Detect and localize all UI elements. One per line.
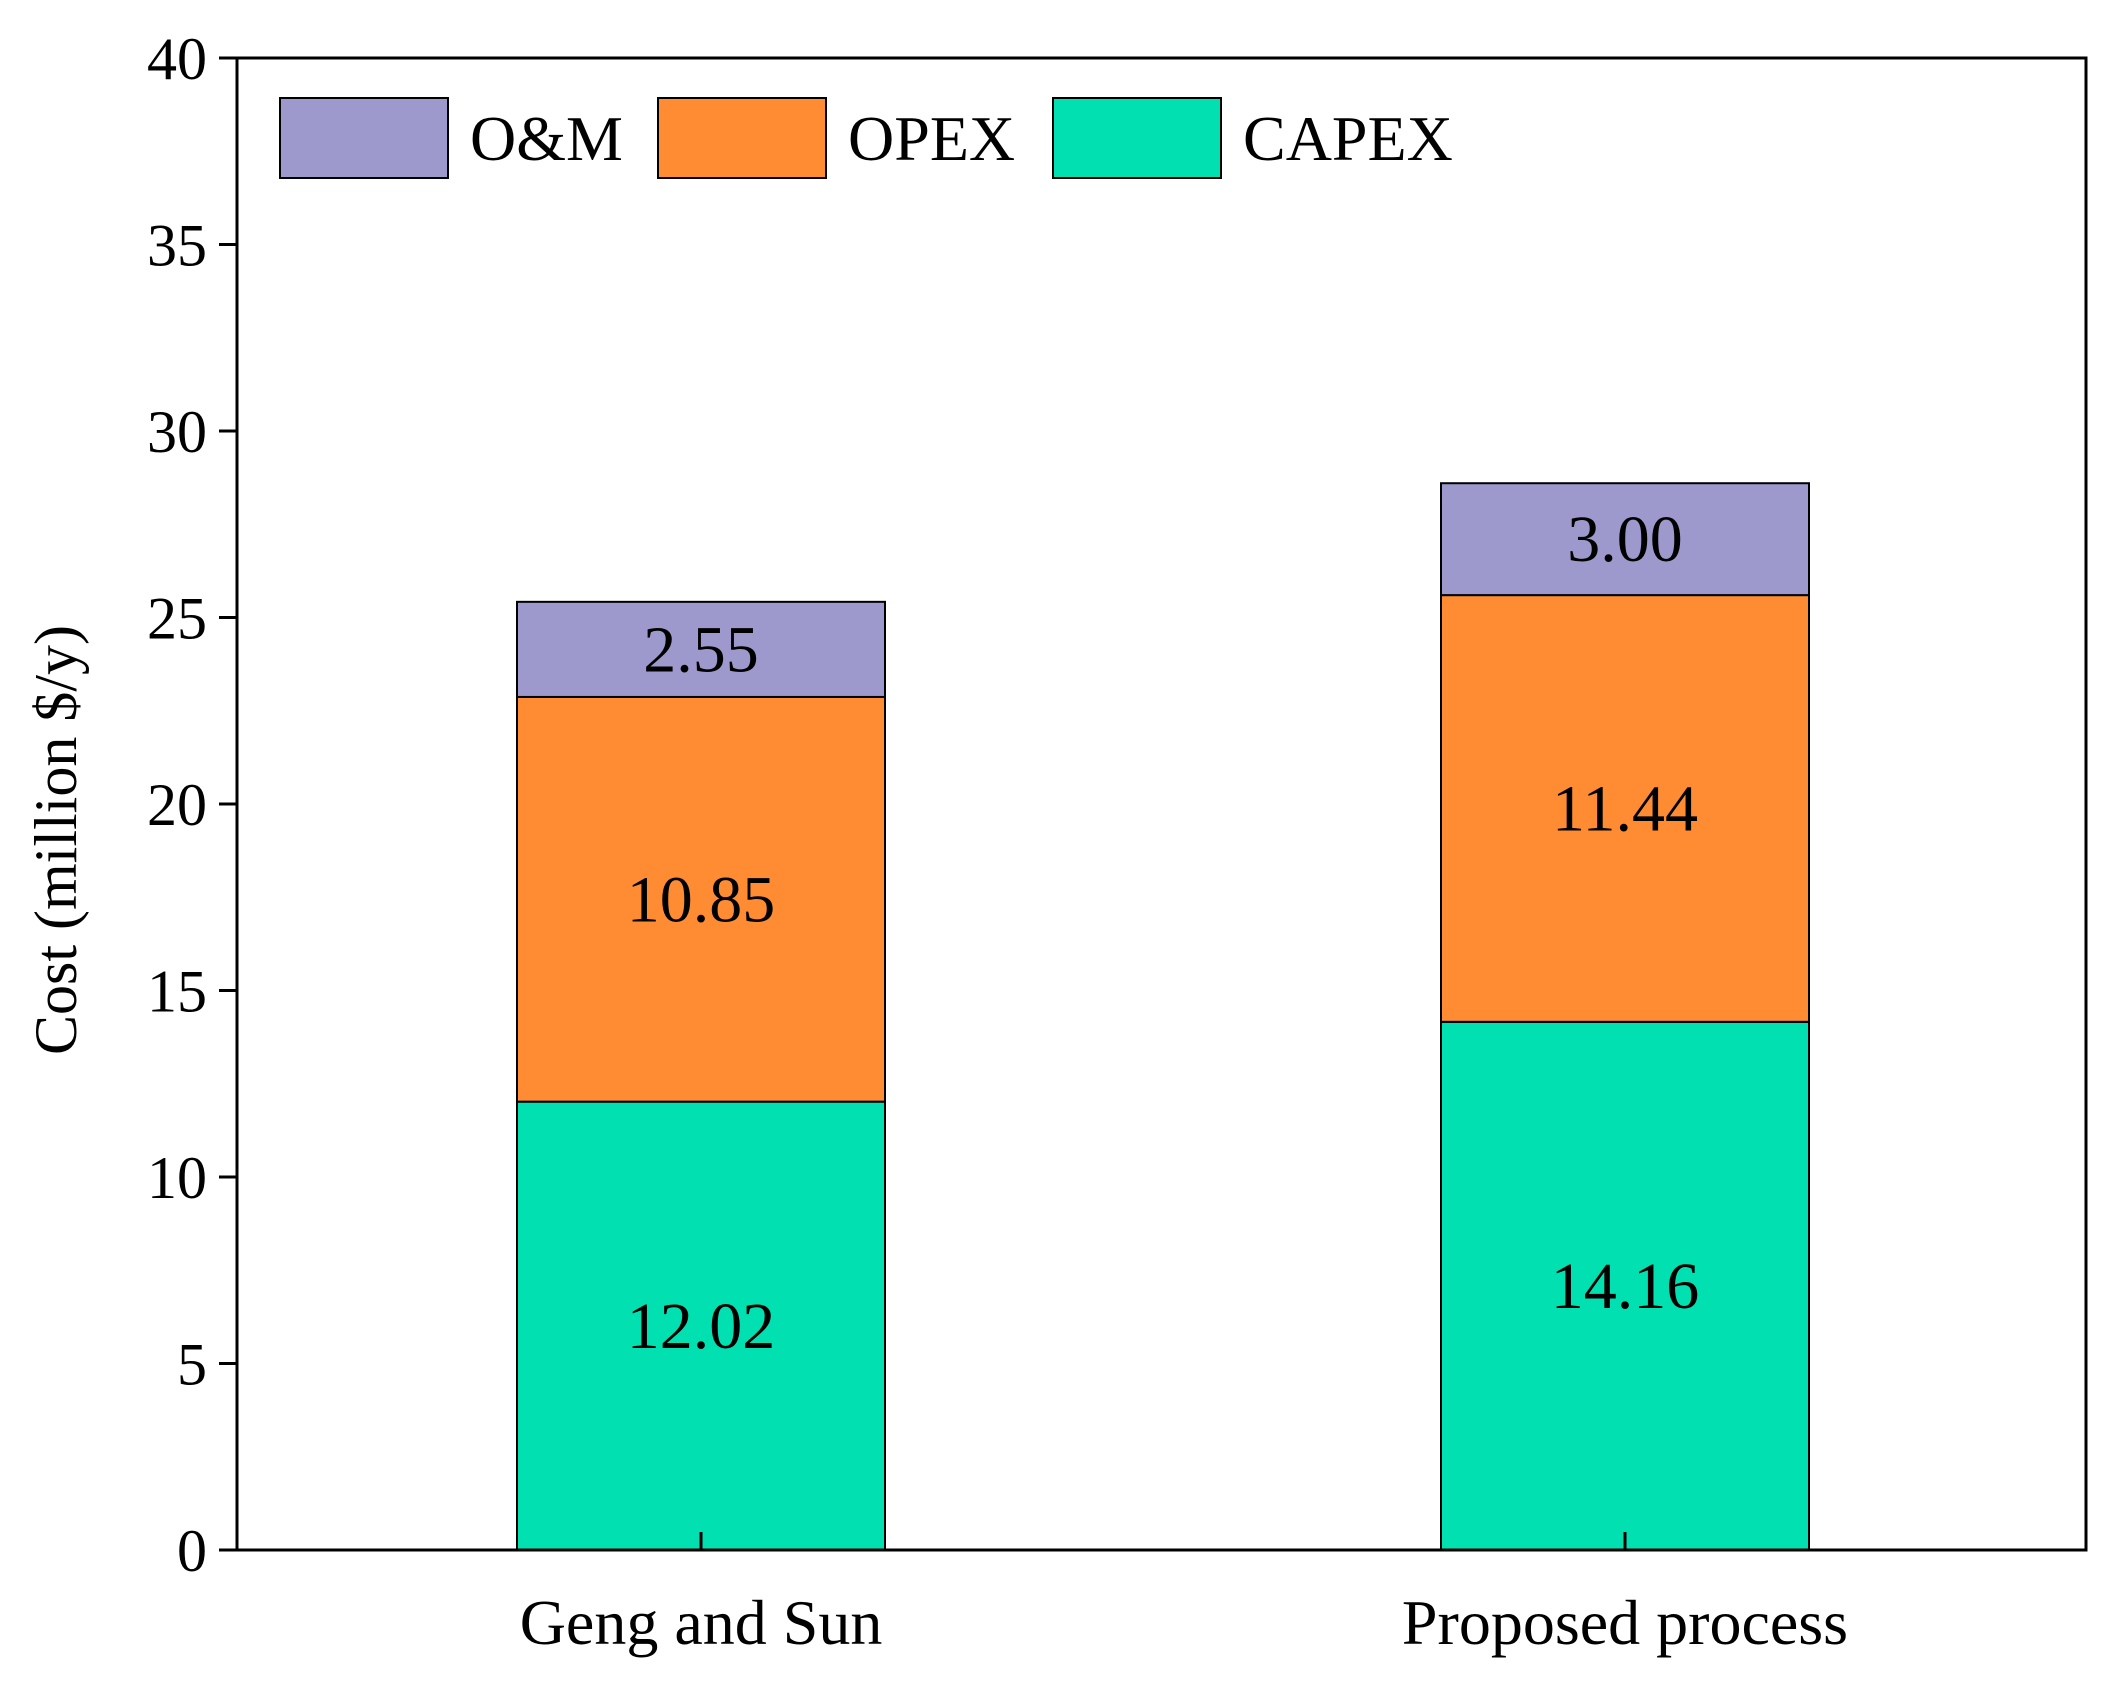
y-tick-label: 0	[177, 1518, 207, 1584]
bar-segment-om-1	[516, 600, 886, 698]
x-tick-label: Proposed process	[1402, 1587, 1848, 1658]
bar-value-label: 2.55	[643, 613, 759, 686]
y-tick-label: 35	[147, 213, 207, 279]
bar-segment-om-2	[1440, 482, 1810, 597]
legend: O&M OPEX CAPEX	[279, 97, 1453, 179]
y-tick-label: 15	[147, 959, 207, 1025]
bar-value-label: 10.85	[627, 863, 776, 936]
legend-swatch-opex	[657, 97, 827, 179]
legend-label-om: O&M	[470, 103, 623, 174]
axes-layer: 0 5 10 15 20 25 30 35 40 Geng and Sun Proposed pro…	[147, 26, 2088, 1658]
bar-value-label: 3.00	[1567, 503, 1683, 576]
bar-value-label: 12.02	[627, 1290, 776, 1363]
legend-swatch-om	[279, 97, 449, 179]
y-tick-label: 5	[177, 1332, 207, 1398]
y-tick-label: 30	[147, 399, 207, 465]
legend-label-opex: OPEX	[848, 103, 1015, 174]
y-tick-label: 40	[147, 26, 207, 92]
x-tick-label: Geng and Sun	[520, 1587, 883, 1658]
bar-segment-capex-2	[1440, 1020, 1810, 1551]
y-tick-label: 20	[147, 772, 207, 838]
bar-value-label: 14.16	[1551, 1250, 1700, 1323]
y-axis-label: Cost (million $/y)	[23, 625, 89, 1055]
bar-segment-capex-1	[516, 1100, 886, 1552]
y-tick-label: 10	[147, 1145, 207, 1211]
bars-layer: 12.02 10.85 2.55 14.16 11.44 3.00	[516, 482, 1810, 1552]
legend-label-capex: CAPEX	[1243, 103, 1453, 174]
legend-swatch-capex	[1052, 97, 1222, 179]
bar-value-label: 11.44	[1552, 772, 1698, 845]
y-tick-label: 25	[147, 586, 207, 652]
bar-segment-opex-1	[516, 695, 886, 1103]
bar-segment-opex-2	[1440, 594, 1810, 1023]
